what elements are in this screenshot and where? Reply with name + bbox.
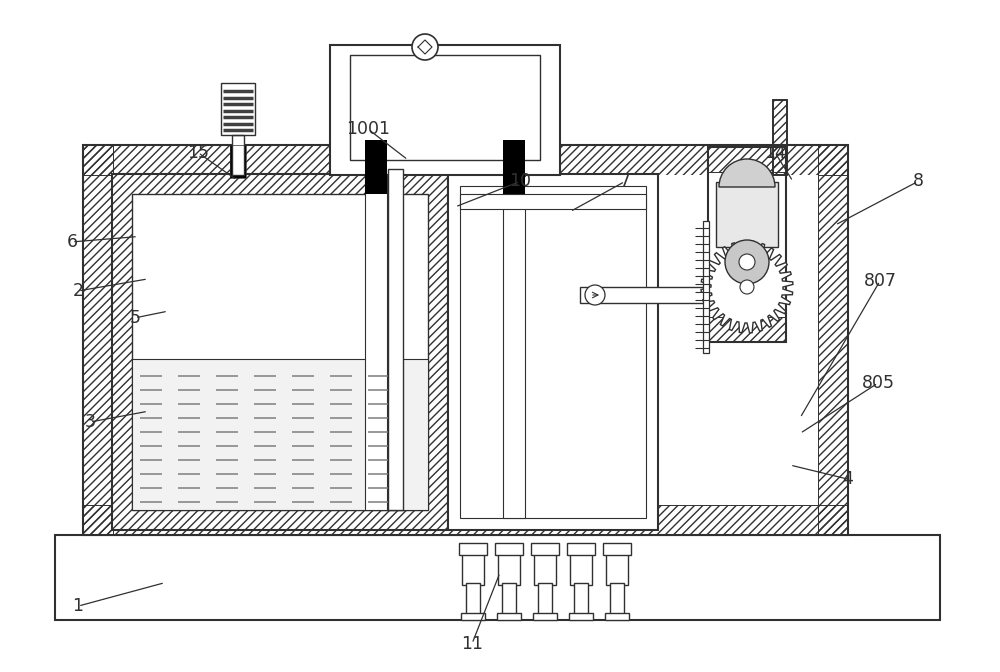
Bar — [498, 545, 520, 585]
Bar — [350, 55, 540, 160]
Bar — [83, 145, 848, 175]
Text: 1: 1 — [72, 597, 84, 615]
Bar — [818, 145, 848, 535]
Polygon shape — [701, 241, 793, 333]
Bar — [232, 135, 244, 175]
Bar — [502, 583, 516, 615]
Text: 5: 5 — [130, 309, 140, 327]
Bar — [569, 613, 593, 620]
Bar — [461, 613, 485, 620]
Bar — [230, 145, 246, 178]
Bar — [574, 583, 588, 615]
Bar — [610, 583, 624, 615]
Bar — [448, 174, 658, 530]
Bar — [773, 100, 787, 175]
Bar — [773, 100, 787, 175]
Text: 7: 7 — [620, 173, 631, 190]
Bar — [55, 535, 940, 620]
Bar — [708, 147, 786, 172]
Bar — [83, 145, 848, 535]
Bar — [330, 45, 560, 175]
Bar — [460, 186, 646, 518]
Bar — [503, 199, 525, 518]
Bar — [534, 545, 556, 585]
Bar — [580, 287, 708, 303]
Bar — [112, 174, 448, 530]
Circle shape — [585, 285, 605, 305]
Text: 2: 2 — [72, 282, 84, 300]
Bar — [497, 613, 521, 620]
Text: 11: 11 — [461, 635, 483, 653]
Bar — [603, 543, 631, 555]
Bar — [230, 145, 246, 178]
Bar — [365, 169, 387, 194]
Circle shape — [412, 34, 438, 60]
Bar — [708, 147, 786, 342]
Bar — [703, 221, 709, 353]
Text: 8: 8 — [912, 173, 924, 190]
Text: 805: 805 — [862, 374, 895, 392]
Bar — [503, 140, 525, 175]
Bar — [462, 545, 484, 585]
Bar — [132, 194, 428, 510]
Bar — [365, 140, 387, 175]
Bar — [459, 543, 487, 555]
Bar — [567, 543, 595, 555]
Bar — [533, 613, 557, 620]
Text: 10: 10 — [509, 173, 531, 190]
Bar — [388, 169, 403, 510]
Circle shape — [725, 240, 769, 284]
Bar — [112, 174, 448, 530]
Bar — [495, 543, 523, 555]
Text: 807: 807 — [864, 272, 896, 290]
Bar — [503, 169, 525, 194]
Text: 6: 6 — [66, 233, 78, 251]
Text: 1001: 1001 — [346, 120, 390, 138]
Bar — [460, 194, 646, 209]
Text: 14: 14 — [764, 144, 786, 161]
Bar — [221, 83, 255, 135]
Bar — [365, 175, 387, 510]
Bar — [132, 359, 428, 510]
Bar — [606, 545, 628, 585]
Bar — [83, 505, 848, 535]
Circle shape — [739, 254, 755, 270]
Bar — [538, 583, 552, 615]
Circle shape — [740, 280, 754, 294]
Text: 4: 4 — [843, 470, 853, 488]
Bar — [716, 182, 778, 247]
Bar — [113, 175, 818, 505]
Text: 3: 3 — [84, 413, 96, 431]
Bar — [570, 545, 592, 585]
Bar — [503, 175, 525, 176]
Bar — [83, 145, 113, 535]
Bar — [708, 317, 786, 342]
Bar — [466, 583, 480, 615]
Bar — [531, 543, 559, 555]
Wedge shape — [719, 159, 775, 187]
Bar — [605, 613, 629, 620]
Text: 15: 15 — [187, 144, 209, 161]
